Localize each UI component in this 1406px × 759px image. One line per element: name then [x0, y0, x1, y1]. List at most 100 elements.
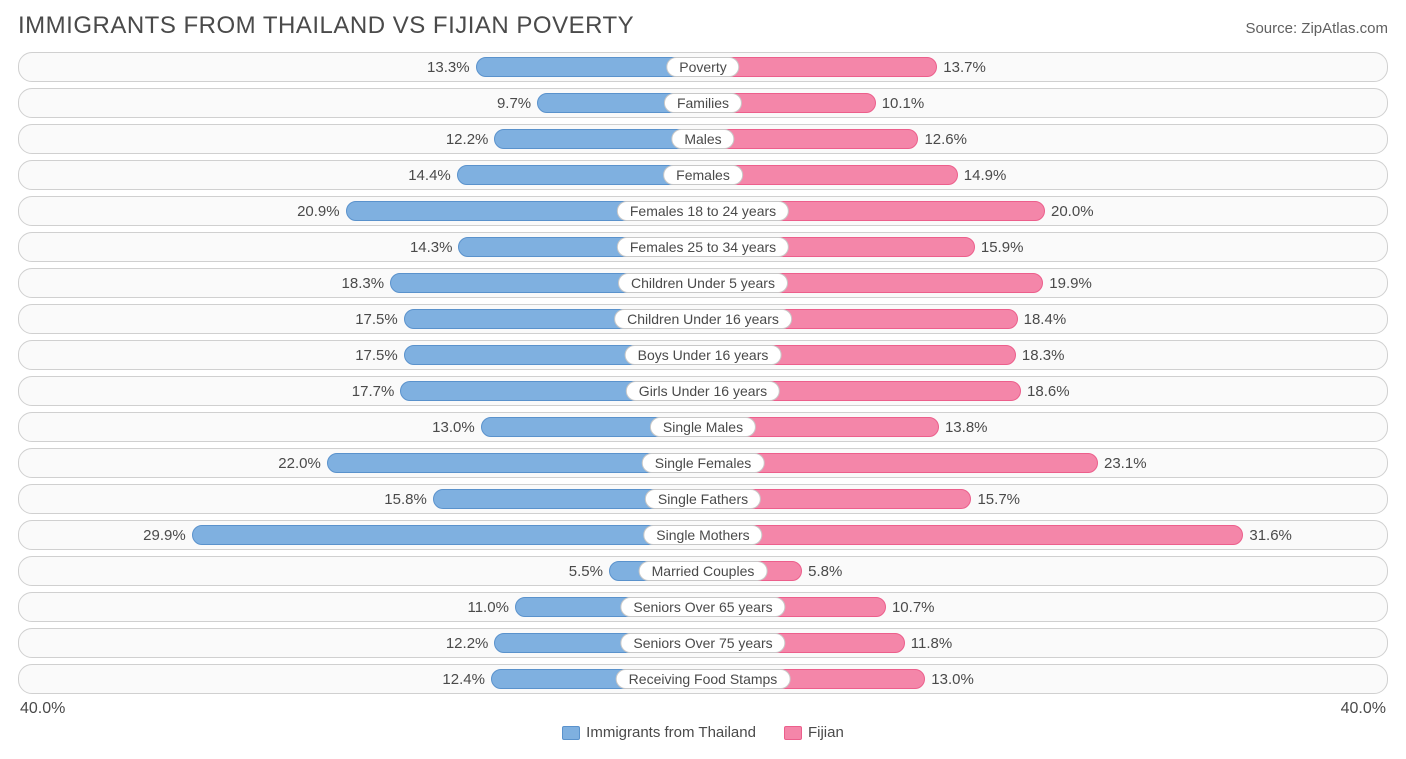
category-label: Males — [671, 129, 734, 149]
category-label: Children Under 16 years — [614, 309, 792, 329]
chart-title: IMMIGRANTS FROM THAILAND VS FIJIAN POVER… — [18, 12, 634, 40]
category-label: Single Males — [650, 417, 756, 437]
right-half: 15.7% — [703, 485, 1387, 513]
value-left: 17.5% — [355, 341, 404, 369]
left-half: 22.0% — [19, 449, 703, 477]
right-half: 13.8% — [703, 413, 1387, 441]
chart-source: Source: ZipAtlas.com — [1245, 20, 1388, 37]
value-right: 15.9% — [975, 233, 1024, 261]
value-right: 10.7% — [886, 593, 935, 621]
chart-row: 29.9% 31.6% Single Mothers — [18, 520, 1388, 550]
value-right: 18.3% — [1016, 341, 1065, 369]
value-right: 18.6% — [1021, 377, 1070, 405]
value-right: 15.7% — [971, 485, 1020, 513]
diverging-bar-chart: 13.3%13.7%Poverty9.7%10.1%Families12.2%1… — [18, 52, 1388, 694]
category-label: Females 18 to 24 years — [617, 201, 789, 221]
axis-right-max: 40.0% — [1341, 700, 1386, 718]
value-left: 12.4% — [442, 665, 491, 693]
bar-right — [703, 129, 918, 149]
value-right: 14.9% — [958, 161, 1007, 189]
right-half: 12.6% — [703, 125, 1387, 153]
legend-item-left: Immigrants from Thailand — [562, 724, 756, 741]
left-half: 17.7% — [19, 377, 703, 405]
bar-left — [192, 525, 703, 545]
chart-row: 9.7% 10.1% Families — [18, 88, 1388, 118]
bar-right — [703, 525, 1243, 545]
value-left: 12.2% — [446, 125, 495, 153]
left-half: 12.2% — [19, 125, 703, 153]
category-label: Girls Under 16 years — [626, 381, 780, 401]
left-half: 13.0% — [19, 413, 703, 441]
left-half: 11.0% — [19, 593, 703, 621]
right-half: 18.6% — [703, 377, 1387, 405]
value-right: 19.9% — [1043, 269, 1092, 297]
left-half: 5.5% — [19, 557, 703, 585]
value-left: 5.5% — [569, 557, 609, 585]
value-left: 18.3% — [342, 269, 391, 297]
right-half: 11.8% — [703, 629, 1387, 657]
value-left: 14.4% — [408, 161, 457, 189]
category-label: Seniors Over 75 years — [620, 633, 785, 653]
left-half: 14.3% — [19, 233, 703, 261]
right-half: 13.0% — [703, 665, 1387, 693]
category-label: Boys Under 16 years — [625, 345, 782, 365]
left-half: 18.3% — [19, 269, 703, 297]
left-half: 14.4% — [19, 161, 703, 189]
left-half: 17.5% — [19, 341, 703, 369]
value-left: 22.0% — [278, 449, 327, 477]
legend: Immigrants from Thailand Fijian — [18, 724, 1388, 741]
right-half: 18.4% — [703, 305, 1387, 333]
left-half: 12.4% — [19, 665, 703, 693]
value-right: 13.7% — [937, 53, 986, 81]
category-label: Families — [664, 93, 742, 113]
axis-left-max: 40.0% — [20, 700, 65, 718]
chart-row: 17.5% 18.3% Boys Under 16 years — [18, 340, 1388, 370]
category-label: Married Couples — [639, 561, 768, 581]
value-right: 12.6% — [918, 125, 967, 153]
value-right: 13.0% — [925, 665, 974, 693]
right-half: 19.9% — [703, 269, 1387, 297]
value-left: 13.3% — [427, 53, 476, 81]
right-half: 10.7% — [703, 593, 1387, 621]
category-label: Receiving Food Stamps — [616, 669, 791, 689]
left-half: 12.2% — [19, 629, 703, 657]
legend-item-right: Fijian — [784, 724, 844, 741]
chart-row: 5.5% 5.8% Married Couples — [18, 556, 1388, 586]
legend-label-right: Fijian — [808, 724, 844, 741]
chart-header: IMMIGRANTS FROM THAILAND VS FIJIAN POVER… — [18, 12, 1388, 40]
value-left: 11.0% — [467, 593, 514, 621]
value-right: 31.6% — [1243, 521, 1292, 549]
value-left: 17.5% — [355, 305, 404, 333]
chart-row: 12.2% 12.6% Males — [18, 124, 1388, 154]
x-axis: 40.0% 40.0% — [18, 700, 1388, 718]
chart-row: 18.3% 19.9% Children Under 5 years — [18, 268, 1388, 298]
value-left: 13.0% — [432, 413, 481, 441]
value-left: 15.8% — [384, 485, 433, 513]
right-half: 31.6% — [703, 521, 1387, 549]
value-left: 29.9% — [143, 521, 192, 549]
left-half: 29.9% — [19, 521, 703, 549]
right-half: 10.1% — [703, 89, 1387, 117]
left-half: 20.9% — [19, 197, 703, 225]
value-right: 18.4% — [1018, 305, 1067, 333]
category-label: Single Fathers — [645, 489, 761, 509]
value-right: 5.8% — [802, 557, 842, 585]
category-label: Single Mothers — [643, 525, 762, 545]
category-label: Females 25 to 34 years — [617, 237, 789, 257]
chart-row: 17.7% 18.6% Girls Under 16 years — [18, 376, 1388, 406]
category-label: Single Females — [642, 453, 765, 473]
chart-row: 14.3% 15.9% Females 25 to 34 years — [18, 232, 1388, 262]
right-half: 15.9% — [703, 233, 1387, 261]
value-right: 23.1% — [1098, 449, 1147, 477]
value-left: 9.7% — [497, 89, 537, 117]
right-half: 18.3% — [703, 341, 1387, 369]
chart-row: 20.9%20.0%Females 18 to 24 years — [18, 196, 1388, 226]
category-label: Females — [663, 165, 743, 185]
value-right: 11.8% — [905, 629, 952, 657]
chart-row: 12.2% 11.8% Seniors Over 75 years — [18, 628, 1388, 658]
legend-swatch-left — [562, 726, 580, 740]
category-label: Poverty — [666, 57, 739, 77]
category-label: Children Under 5 years — [618, 273, 788, 293]
chart-row: 11.0%10.7%Seniors Over 65 years — [18, 592, 1388, 622]
value-right: 10.1% — [876, 89, 925, 117]
